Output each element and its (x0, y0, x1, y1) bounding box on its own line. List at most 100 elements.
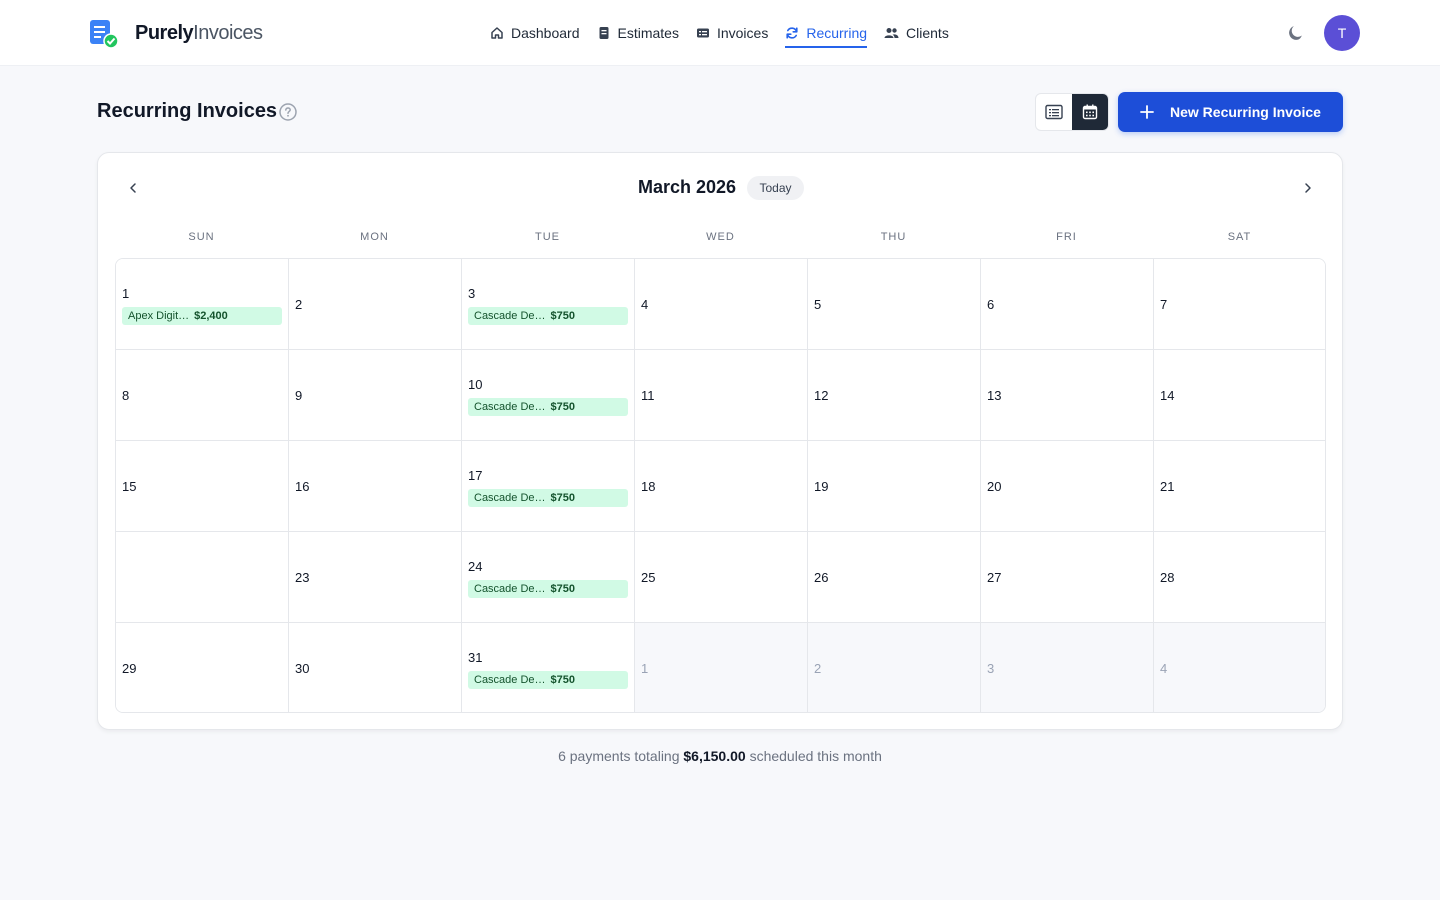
nav-item-estimates[interactable]: Estimates (597, 21, 679, 45)
top-navigation-bar: PurelyInvoices Dashboard Estimates Invoi… (0, 0, 1440, 66)
user-avatar[interactable]: T (1324, 15, 1360, 51)
calendar-day-cell[interactable]: 27 (981, 532, 1154, 623)
previous-month-button[interactable] (125, 180, 141, 196)
recurring-invoice-event[interactable]: Cascade De… $750 (468, 671, 628, 689)
event-amount: $750 (550, 492, 576, 504)
event-client-name: Cascade De… (474, 401, 546, 413)
calendar-day-cell[interactable]: 23 (289, 532, 462, 623)
view-toggle (1035, 93, 1109, 131)
new-recurring-invoice-button[interactable]: New Recurring Invoice (1118, 92, 1343, 132)
day-number: 2 (814, 661, 822, 676)
app-logo[interactable]: PurelyInvoices (90, 18, 263, 49)
nav-label: Estimates (617, 25, 679, 41)
calendar-day-cell[interactable]: 13 (981, 350, 1154, 441)
calendar-day-cell[interactable]: 30 (289, 623, 462, 712)
calendar-day-cell[interactable]: 7 (1154, 259, 1325, 350)
day-number: 2 (295, 297, 303, 312)
calendar-day-cell[interactable]: 26 (808, 532, 981, 623)
summary-prefix: 6 payments totaling (558, 748, 684, 764)
next-month-button[interactable] (1300, 180, 1316, 196)
day-number: 11 (641, 388, 655, 403)
chevron-left-icon (130, 183, 136, 193)
day-number: 15 (122, 479, 137, 494)
calendar-day-cell[interactable]: 1 (635, 623, 808, 712)
calendar-view-button[interactable] (1072, 94, 1108, 130)
calendar-day-cell[interactable]: 2 (808, 623, 981, 712)
nav-item-recurring[interactable]: Recurring (785, 21, 867, 48)
main-nav: Dashboard Estimates Invoices Recurring C… (490, 0, 966, 66)
day-number: 24 (468, 559, 483, 574)
calendar-day-cell[interactable]: 14 (1154, 350, 1325, 441)
nav-item-clients[interactable]: Clients (884, 21, 949, 45)
recurring-invoice-event[interactable]: Apex Digit… $2,400 (122, 307, 282, 325)
day-number: 1 (641, 661, 649, 676)
day-number: 5 (814, 297, 822, 312)
weekday-header: TUE (535, 231, 560, 243)
home-icon (491, 27, 503, 39)
nav-label: Clients (906, 25, 949, 41)
day-number: 16 (295, 479, 310, 494)
chevron-right-icon (1305, 183, 1311, 193)
calendar-day-cell[interactable]: 4 (1154, 623, 1325, 712)
calendar-day-cell[interactable]: 21 (1154, 441, 1325, 532)
calendar-day-cell[interactable]: 3 (981, 623, 1154, 712)
month-title: March 2026 (638, 177, 737, 197)
refresh-icon (786, 27, 798, 39)
calendar-day-cell[interactable]: 12 (808, 350, 981, 441)
calendar-day-cell[interactable]: 31 Cascade De… $750 (462, 623, 635, 712)
calendar-day-cell[interactable]: 18 (635, 441, 808, 532)
calendar-day-cell[interactable]: 1 Apex Digit… $2,400 (116, 259, 289, 350)
help-icon[interactable] (279, 103, 297, 121)
calendar-day-cell[interactable]: 17 Cascade De… $750 (462, 441, 635, 532)
invoice-icon (696, 28, 709, 38)
day-number: 30 (295, 661, 310, 676)
nav-item-dashboard[interactable]: Dashboard (490, 21, 580, 45)
day-number: 29 (122, 661, 137, 676)
recurring-invoice-event[interactable]: Cascade De… $750 (468, 580, 628, 598)
calendar-day-cell[interactable]: 20 (981, 441, 1154, 532)
calendar-day-cell[interactable]: 3 Cascade De… $750 (462, 259, 635, 350)
calendar-day-cell[interactable]: 8 (116, 350, 289, 441)
calendar-day-cell[interactable]: 19 (808, 441, 981, 532)
list-view-button[interactable] (1036, 94, 1072, 130)
logo-icon (90, 18, 119, 49)
event-client-name: Cascade De… (474, 674, 546, 686)
recurring-invoice-event[interactable]: Cascade De… $750 (468, 307, 628, 325)
calendar-day-cell[interactable]: 28 (1154, 532, 1325, 623)
dark-mode-toggle[interactable] (1286, 24, 1304, 42)
day-number: 3 (468, 286, 476, 301)
recurring-invoice-event[interactable]: Cascade De… $750 (468, 398, 628, 416)
calendar-day-cell[interactable]: 11 (635, 350, 808, 441)
calendar-day-cell[interactable]: 5 (808, 259, 981, 350)
day-number: 3 (987, 661, 995, 676)
calendar-day-cell[interactable] (116, 532, 289, 623)
recurring-invoice-event[interactable]: Cascade De… $750 (468, 489, 628, 507)
calendar-day-cell[interactable]: 25 (635, 532, 808, 623)
calendar-day-cell[interactable]: 6 (981, 259, 1154, 350)
calendar-day-cell[interactable]: 10 Cascade De… $750 (462, 350, 635, 441)
moon-icon (1289, 26, 1302, 40)
calendar-day-cell[interactable]: 9 (289, 350, 462, 441)
day-number: 18 (641, 479, 656, 494)
calendar-day-cell[interactable]: 16 (289, 441, 462, 532)
calendar-day-cell[interactable]: 29 (116, 623, 289, 712)
brand-name-bold: Purely (135, 21, 194, 44)
day-number: 4 (641, 297, 649, 312)
calendar-day-cell[interactable]: 24 Cascade De… $750 (462, 532, 635, 623)
summary-total: $6,150.00 (683, 748, 746, 764)
event-amount: $2,400 (194, 310, 228, 322)
calendar-day-cell[interactable]: 15 (116, 441, 289, 532)
event-client-name: Cascade De… (474, 583, 546, 595)
event-amount: $750 (550, 583, 576, 595)
today-button[interactable]: Today (747, 176, 804, 200)
brand-name-light: Invoices (193, 21, 263, 44)
calendar-day-cell[interactable]: 2 (289, 259, 462, 350)
day-number: 1 (122, 286, 130, 301)
calendar-day-cell[interactable]: 4 (635, 259, 808, 350)
day-number: 14 (1160, 388, 1175, 403)
day-number: 13 (987, 388, 1002, 403)
day-number: 17 (468, 468, 483, 483)
weekday-header: THU (880, 231, 907, 243)
day-number: 4 (1160, 661, 1168, 676)
nav-item-invoices[interactable]: Invoices (696, 21, 768, 45)
